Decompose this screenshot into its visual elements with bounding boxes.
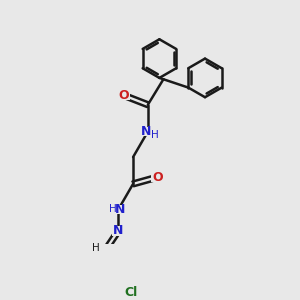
FancyBboxPatch shape xyxy=(112,205,125,214)
FancyBboxPatch shape xyxy=(151,172,164,182)
FancyBboxPatch shape xyxy=(97,248,110,257)
Text: O: O xyxy=(118,89,129,102)
FancyBboxPatch shape xyxy=(141,127,154,136)
Text: H: H xyxy=(109,204,116,214)
FancyBboxPatch shape xyxy=(92,244,100,252)
FancyBboxPatch shape xyxy=(117,91,130,100)
Text: H: H xyxy=(92,243,100,253)
FancyBboxPatch shape xyxy=(124,288,138,298)
FancyBboxPatch shape xyxy=(111,205,126,214)
Text: N: N xyxy=(115,203,126,216)
Text: Cl: Cl xyxy=(124,286,138,299)
Text: O: O xyxy=(152,171,163,184)
FancyBboxPatch shape xyxy=(139,127,157,136)
Text: H: H xyxy=(152,130,159,140)
Text: N: N xyxy=(141,125,152,138)
FancyBboxPatch shape xyxy=(112,226,125,236)
FancyBboxPatch shape xyxy=(124,288,138,298)
Text: N: N xyxy=(113,224,124,237)
FancyBboxPatch shape xyxy=(113,226,123,236)
